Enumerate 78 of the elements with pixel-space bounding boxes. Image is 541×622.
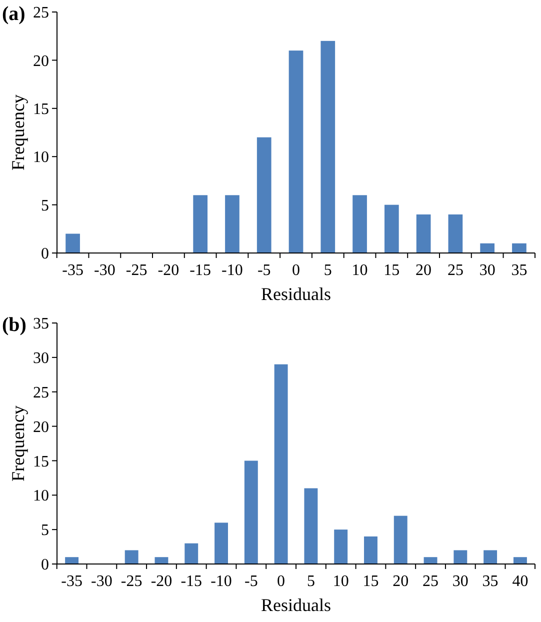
y-tick-label: 25 (33, 4, 49, 22)
bar (512, 243, 526, 253)
y-tick-label: 10 (33, 488, 49, 505)
x-axis-title: Residuals (261, 595, 331, 615)
bar (364, 536, 378, 564)
y-tick-label: 0 (41, 556, 49, 574)
x-tick-label: 25 (447, 262, 464, 279)
y-tick-label: 0 (41, 246, 49, 263)
x-tick-label: -20 (150, 573, 172, 590)
bar (334, 530, 348, 564)
x-tick-label: -35 (61, 573, 82, 590)
bar (352, 195, 367, 253)
y-tick-label: 10 (33, 149, 49, 166)
bar (214, 522, 228, 564)
x-tick-label: 20 (416, 262, 432, 279)
x-tick-label: -5 (257, 262, 271, 279)
x-tick-label: -5 (244, 573, 258, 590)
y-tick-label: 5 (41, 197, 49, 214)
y-tick-label: 15 (33, 453, 49, 470)
x-tick-label: 15 (362, 573, 379, 590)
x-tick-label: 20 (392, 573, 409, 590)
bar (65, 557, 79, 564)
x-tick-label: -30 (91, 573, 112, 590)
x-tick-label: 40 (512, 573, 528, 590)
bar (193, 195, 208, 253)
x-tick-label: -35 (62, 262, 84, 279)
x-tick-label: -15 (180, 573, 202, 590)
bar (394, 516, 408, 564)
x-tick-label: -10 (210, 573, 232, 590)
bar (184, 543, 198, 564)
y-tick-label: 35 (33, 316, 49, 333)
x-tick-label: 0 (277, 573, 286, 590)
x-tick-label: -20 (158, 262, 180, 279)
bar (154, 557, 168, 564)
y-tick-label: 20 (33, 52, 49, 70)
y-axis-title: Frequency (8, 406, 28, 482)
bar (454, 550, 468, 564)
x-tick-label: 10 (332, 573, 349, 590)
y-tick-label: 30 (33, 350, 49, 368)
bar (448, 214, 463, 253)
chart-title: (a) (2, 3, 26, 25)
x-tick-label: -15 (190, 262, 211, 279)
x-tick-label: -25 (120, 573, 142, 590)
x-tick-label: 35 (511, 262, 528, 279)
x-axis-title: Residuals (261, 284, 331, 304)
bar (225, 195, 240, 253)
bar (513, 557, 527, 564)
y-axis-title: Frequency (8, 94, 28, 170)
bar (288, 50, 304, 253)
y-tick-label: 5 (41, 522, 49, 540)
x-tick-label: 10 (352, 262, 368, 279)
bar (304, 488, 318, 564)
bar (274, 364, 288, 564)
x-tick-label: -30 (94, 262, 116, 279)
y-tick-label: 15 (33, 101, 49, 118)
bar (124, 550, 138, 564)
x-tick-label: 0 (292, 262, 300, 279)
x-tick-label: 30 (479, 262, 496, 279)
bar (244, 460, 258, 564)
y-tick-label: 25 (33, 384, 49, 402)
bar (480, 243, 495, 253)
x-tick-label: 25 (422, 573, 439, 590)
x-tick-label: -25 (126, 262, 148, 279)
x-tick-label: 15 (384, 262, 400, 279)
x-tick-label: 30 (452, 573, 468, 590)
x-tick-label: -10 (222, 262, 243, 279)
chart-title: (b) (2, 314, 26, 336)
x-tick-label: 5 (306, 573, 315, 590)
y-tick-label: 20 (33, 418, 49, 436)
bar (416, 214, 431, 253)
bar (484, 550, 498, 564)
bar (320, 40, 336, 253)
bar (424, 557, 438, 564)
bar (66, 234, 80, 253)
x-tick-label: 35 (482, 573, 498, 590)
x-tick-label: 5 (324, 262, 332, 279)
bar (384, 204, 399, 253)
bar (256, 137, 272, 253)
